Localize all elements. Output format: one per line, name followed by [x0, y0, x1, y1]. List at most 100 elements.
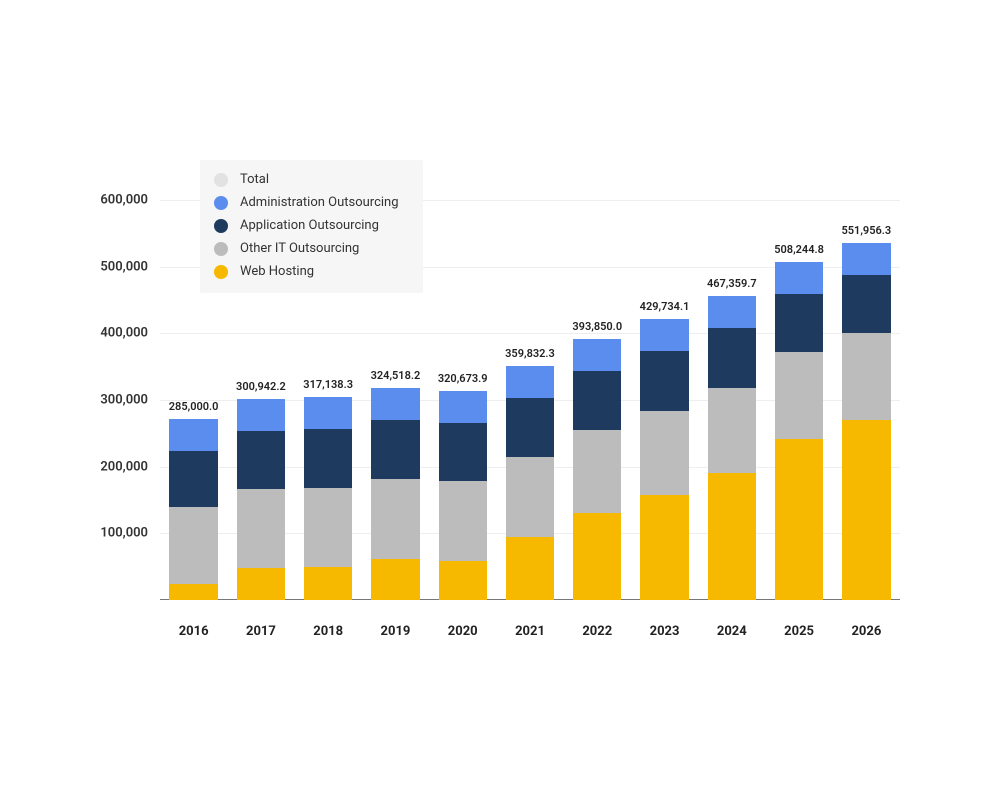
legend-swatch — [214, 196, 228, 210]
bar-segment-application-outsourcing — [842, 275, 890, 333]
bar-segment-administration-outsourcing — [506, 366, 554, 398]
bar-segment-application-outsourcing — [573, 371, 621, 430]
bar-group: 551,956.3 — [842, 243, 890, 600]
bar-group: 508,244.8 — [775, 262, 823, 600]
bar-segment-web-hosting — [237, 568, 285, 600]
x-tick-label: 2021 — [515, 624, 545, 639]
bar-segment-application-outsourcing — [506, 398, 554, 457]
bar-segment-administration-outsourcing — [708, 296, 756, 328]
bar-group: 317,138.3 — [304, 397, 352, 600]
bar-segment-administration-outsourcing — [842, 243, 890, 275]
legend-item: Application Outsourcing — [214, 214, 399, 237]
legend: Total Administration Outsourcing Applicati… — [200, 160, 423, 293]
x-tick-label: 2023 — [650, 624, 680, 639]
x-tick-label: 2024 — [717, 624, 747, 639]
bar-segment-web-hosting — [506, 537, 554, 600]
bar-segment-web-hosting — [573, 513, 621, 600]
bar-segment-other-it-outsourcing — [775, 352, 823, 439]
x-tick-label: 2022 — [582, 624, 612, 639]
x-tick-label: 2026 — [851, 624, 881, 639]
bar-group: 300,942.2 — [237, 399, 285, 600]
legend-item: Web Hosting — [214, 260, 399, 283]
y-tick-label: 500,000 — [100, 259, 160, 274]
bar-segment-other-it-outsourcing — [640, 411, 688, 494]
bar-segment-web-hosting — [775, 439, 823, 600]
bar-segment-other-it-outsourcing — [237, 489, 285, 568]
bar-segment-other-it-outsourcing — [304, 488, 352, 567]
bar-total-label: 429,734.1 — [640, 300, 690, 313]
bar-segment-administration-outsourcing — [573, 339, 621, 371]
x-tick-label: 2018 — [313, 624, 343, 639]
bar-group: 285,000.0 — [169, 419, 217, 600]
bar-group: 359,832.3 — [506, 366, 554, 600]
bar-group: 393,850.0 — [573, 339, 621, 600]
bar-total-label: 320,673.9 — [438, 372, 488, 385]
x-tick-label: 2020 — [448, 624, 478, 639]
y-tick-label: 300,000 — [100, 393, 160, 408]
bar-segment-application-outsourcing — [640, 351, 688, 411]
bar-segment-administration-outsourcing — [439, 391, 487, 423]
legend-item: Total — [214, 168, 399, 191]
legend-swatch — [214, 265, 228, 279]
legend-swatch — [214, 173, 228, 187]
legend-item: Administration Outsourcing — [214, 191, 399, 214]
x-tick-label: 2019 — [381, 624, 411, 639]
bar-segment-application-outsourcing — [439, 423, 487, 482]
bar-segment-web-hosting — [371, 559, 419, 600]
legend-swatch — [214, 242, 228, 256]
bar-segment-application-outsourcing — [169, 451, 217, 508]
bar-segment-other-it-outsourcing — [842, 333, 890, 420]
bar-total-label: 467,359.7 — [707, 277, 757, 290]
bar-total-label: 508,244.8 — [774, 243, 824, 256]
legend-item: Other IT Outsourcing — [214, 237, 399, 260]
bar-segment-web-hosting — [439, 561, 487, 600]
bar-segment-other-it-outsourcing — [371, 479, 419, 559]
bar-segment-web-hosting — [304, 567, 352, 600]
bar-total-label: 393,850.0 — [572, 320, 622, 333]
bar-group: 320,673.9 — [439, 391, 487, 600]
legend-label: Web Hosting — [240, 264, 314, 279]
legend-label: Administration Outsourcing — [240, 195, 399, 210]
bar-segment-administration-outsourcing — [640, 319, 688, 351]
bar-segment-application-outsourcing — [775, 294, 823, 352]
bar-segment-other-it-outsourcing — [169, 507, 217, 584]
bar-group: 324,518.2 — [371, 388, 419, 600]
y-tick-label: 100,000 — [100, 526, 160, 541]
bar-segment-other-it-outsourcing — [439, 481, 487, 561]
y-tick-label: 400,000 — [100, 326, 160, 341]
legend-label: Other IT Outsourcing — [240, 241, 359, 256]
bar-segment-administration-outsourcing — [371, 388, 419, 420]
bar-segment-other-it-outsourcing — [506, 457, 554, 537]
legend-label: Application Outsourcing — [240, 218, 379, 233]
bar-segment-application-outsourcing — [371, 420, 419, 479]
bar-segment-web-hosting — [842, 420, 890, 600]
x-tick-label: 2025 — [784, 624, 814, 639]
x-tick-label: 2017 — [246, 624, 276, 639]
bar-total-label: 551,956.3 — [841, 224, 891, 237]
bar-total-label: 317,138.3 — [303, 378, 353, 391]
legend-swatch — [214, 219, 228, 233]
bar-segment-application-outsourcing — [708, 328, 756, 388]
y-tick-label: 200,000 — [100, 459, 160, 474]
bar-segment-administration-outsourcing — [237, 399, 285, 431]
bar-segment-web-hosting — [708, 473, 756, 600]
stacked-bar-chart: 100,000 200,000 300,000 400,000 500,000 600,0… — [0, 0, 1000, 800]
bar-segment-administration-outsourcing — [304, 397, 352, 429]
x-tick-label: 2016 — [179, 624, 209, 639]
y-tick-label: 600,000 — [100, 193, 160, 208]
bar-segment-application-outsourcing — [237, 431, 285, 489]
legend-label: Total — [240, 172, 269, 187]
bar-total-label: 300,942.2 — [236, 380, 286, 393]
bar-segment-administration-outsourcing — [169, 419, 217, 451]
bar-segment-application-outsourcing — [304, 429, 352, 488]
bar-segment-web-hosting — [640, 495, 688, 600]
bar-group: 429,734.1 — [640, 319, 688, 600]
bar-total-label: 324,518.2 — [371, 369, 421, 382]
bar-segment-web-hosting — [169, 584, 217, 600]
bar-total-label: 285,000.0 — [169, 400, 219, 413]
bar-segment-other-it-outsourcing — [708, 388, 756, 473]
bar-segment-other-it-outsourcing — [573, 430, 621, 513]
bar-segment-administration-outsourcing — [775, 262, 823, 294]
bar-total-label: 359,832.3 — [505, 347, 555, 360]
bar-group: 467,359.7 — [708, 296, 756, 600]
